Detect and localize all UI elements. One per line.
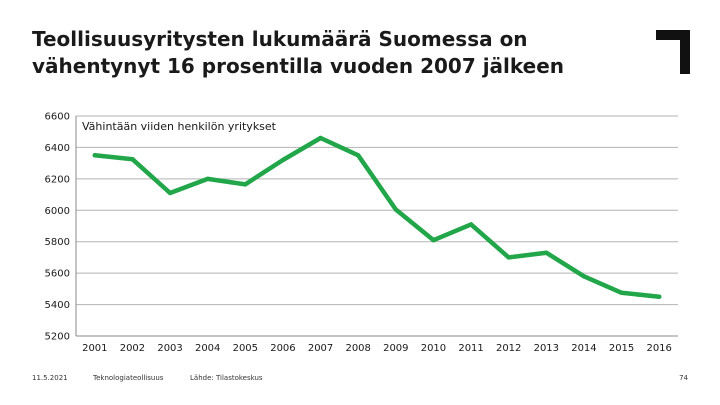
data-point bbox=[544, 250, 549, 255]
page-number: 74 bbox=[679, 374, 688, 382]
series-line bbox=[92, 135, 662, 299]
footer-source: Lähde: Tilastokeskus bbox=[190, 374, 263, 382]
y-tick-label: 6000 bbox=[45, 206, 70, 217]
x-tick-label: 2014 bbox=[571, 343, 596, 354]
x-tick-label: 2008 bbox=[345, 343, 370, 354]
data-point bbox=[393, 207, 399, 212]
x-tick-label: 2006 bbox=[270, 343, 295, 354]
y-tick-label: 6400 bbox=[45, 143, 70, 154]
data-point bbox=[130, 157, 135, 162]
corner-bracket-logo-icon bbox=[656, 30, 690, 74]
x-tick-label: 2005 bbox=[233, 343, 258, 354]
series-annotation: Vähintään viiden henkilön yritykset bbox=[82, 120, 277, 133]
x-tick-label: 2013 bbox=[534, 343, 559, 354]
data-point bbox=[280, 157, 286, 163]
y-tick-label: 5400 bbox=[45, 300, 70, 311]
data-point bbox=[92, 153, 98, 158]
data-point bbox=[355, 153, 361, 158]
data-point bbox=[243, 182, 248, 187]
y-tick-label: 6200 bbox=[45, 174, 70, 185]
data-point bbox=[581, 274, 587, 279]
y-tick-label: 5800 bbox=[45, 237, 70, 248]
x-tick-label: 2015 bbox=[609, 343, 634, 354]
x-tick-label: 2007 bbox=[308, 343, 333, 354]
data-point bbox=[468, 222, 474, 227]
y-tick-label: 6600 bbox=[45, 112, 70, 123]
x-tick-label: 2003 bbox=[157, 343, 182, 354]
data-point bbox=[431, 237, 436, 243]
footer-date: 11.5.2021 bbox=[32, 374, 68, 382]
data-point bbox=[205, 176, 210, 182]
footer-organization: Teknologiateollisuus bbox=[93, 374, 164, 382]
y-tick-label: 5200 bbox=[45, 332, 70, 343]
data-point bbox=[167, 190, 173, 196]
y-tick-label: 5600 bbox=[45, 269, 70, 280]
x-tick-label: 2004 bbox=[195, 343, 220, 354]
x-tick-label: 2010 bbox=[421, 343, 446, 354]
data-point bbox=[619, 290, 624, 295]
slide-title: Teollisuusyritysten lukumäärä Suomessa o… bbox=[32, 26, 632, 80]
x-tick-label: 2012 bbox=[496, 343, 521, 354]
slide-title-line-1: Teollisuusyritysten lukumäärä Suomessa o… bbox=[32, 27, 528, 51]
x-tick-label: 2001 bbox=[82, 343, 107, 354]
x-tick-label: 2009 bbox=[383, 343, 408, 354]
x-tick-label: 2016 bbox=[646, 343, 671, 354]
x-tick-label: 2002 bbox=[120, 343, 145, 354]
data-point bbox=[506, 255, 511, 260]
data-point bbox=[318, 135, 323, 141]
data-point bbox=[656, 294, 662, 299]
slide-title-line-2: vähentynyt 16 prosentilla vuoden 2007 jä… bbox=[32, 54, 565, 78]
x-tick-label: 2011 bbox=[458, 343, 483, 354]
